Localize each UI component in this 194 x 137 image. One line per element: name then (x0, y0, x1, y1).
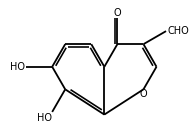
Text: O: O (140, 89, 147, 99)
Text: O: O (113, 8, 121, 18)
Text: CHO: CHO (167, 26, 189, 36)
Text: HO: HO (36, 113, 52, 123)
Text: HO: HO (10, 62, 25, 72)
